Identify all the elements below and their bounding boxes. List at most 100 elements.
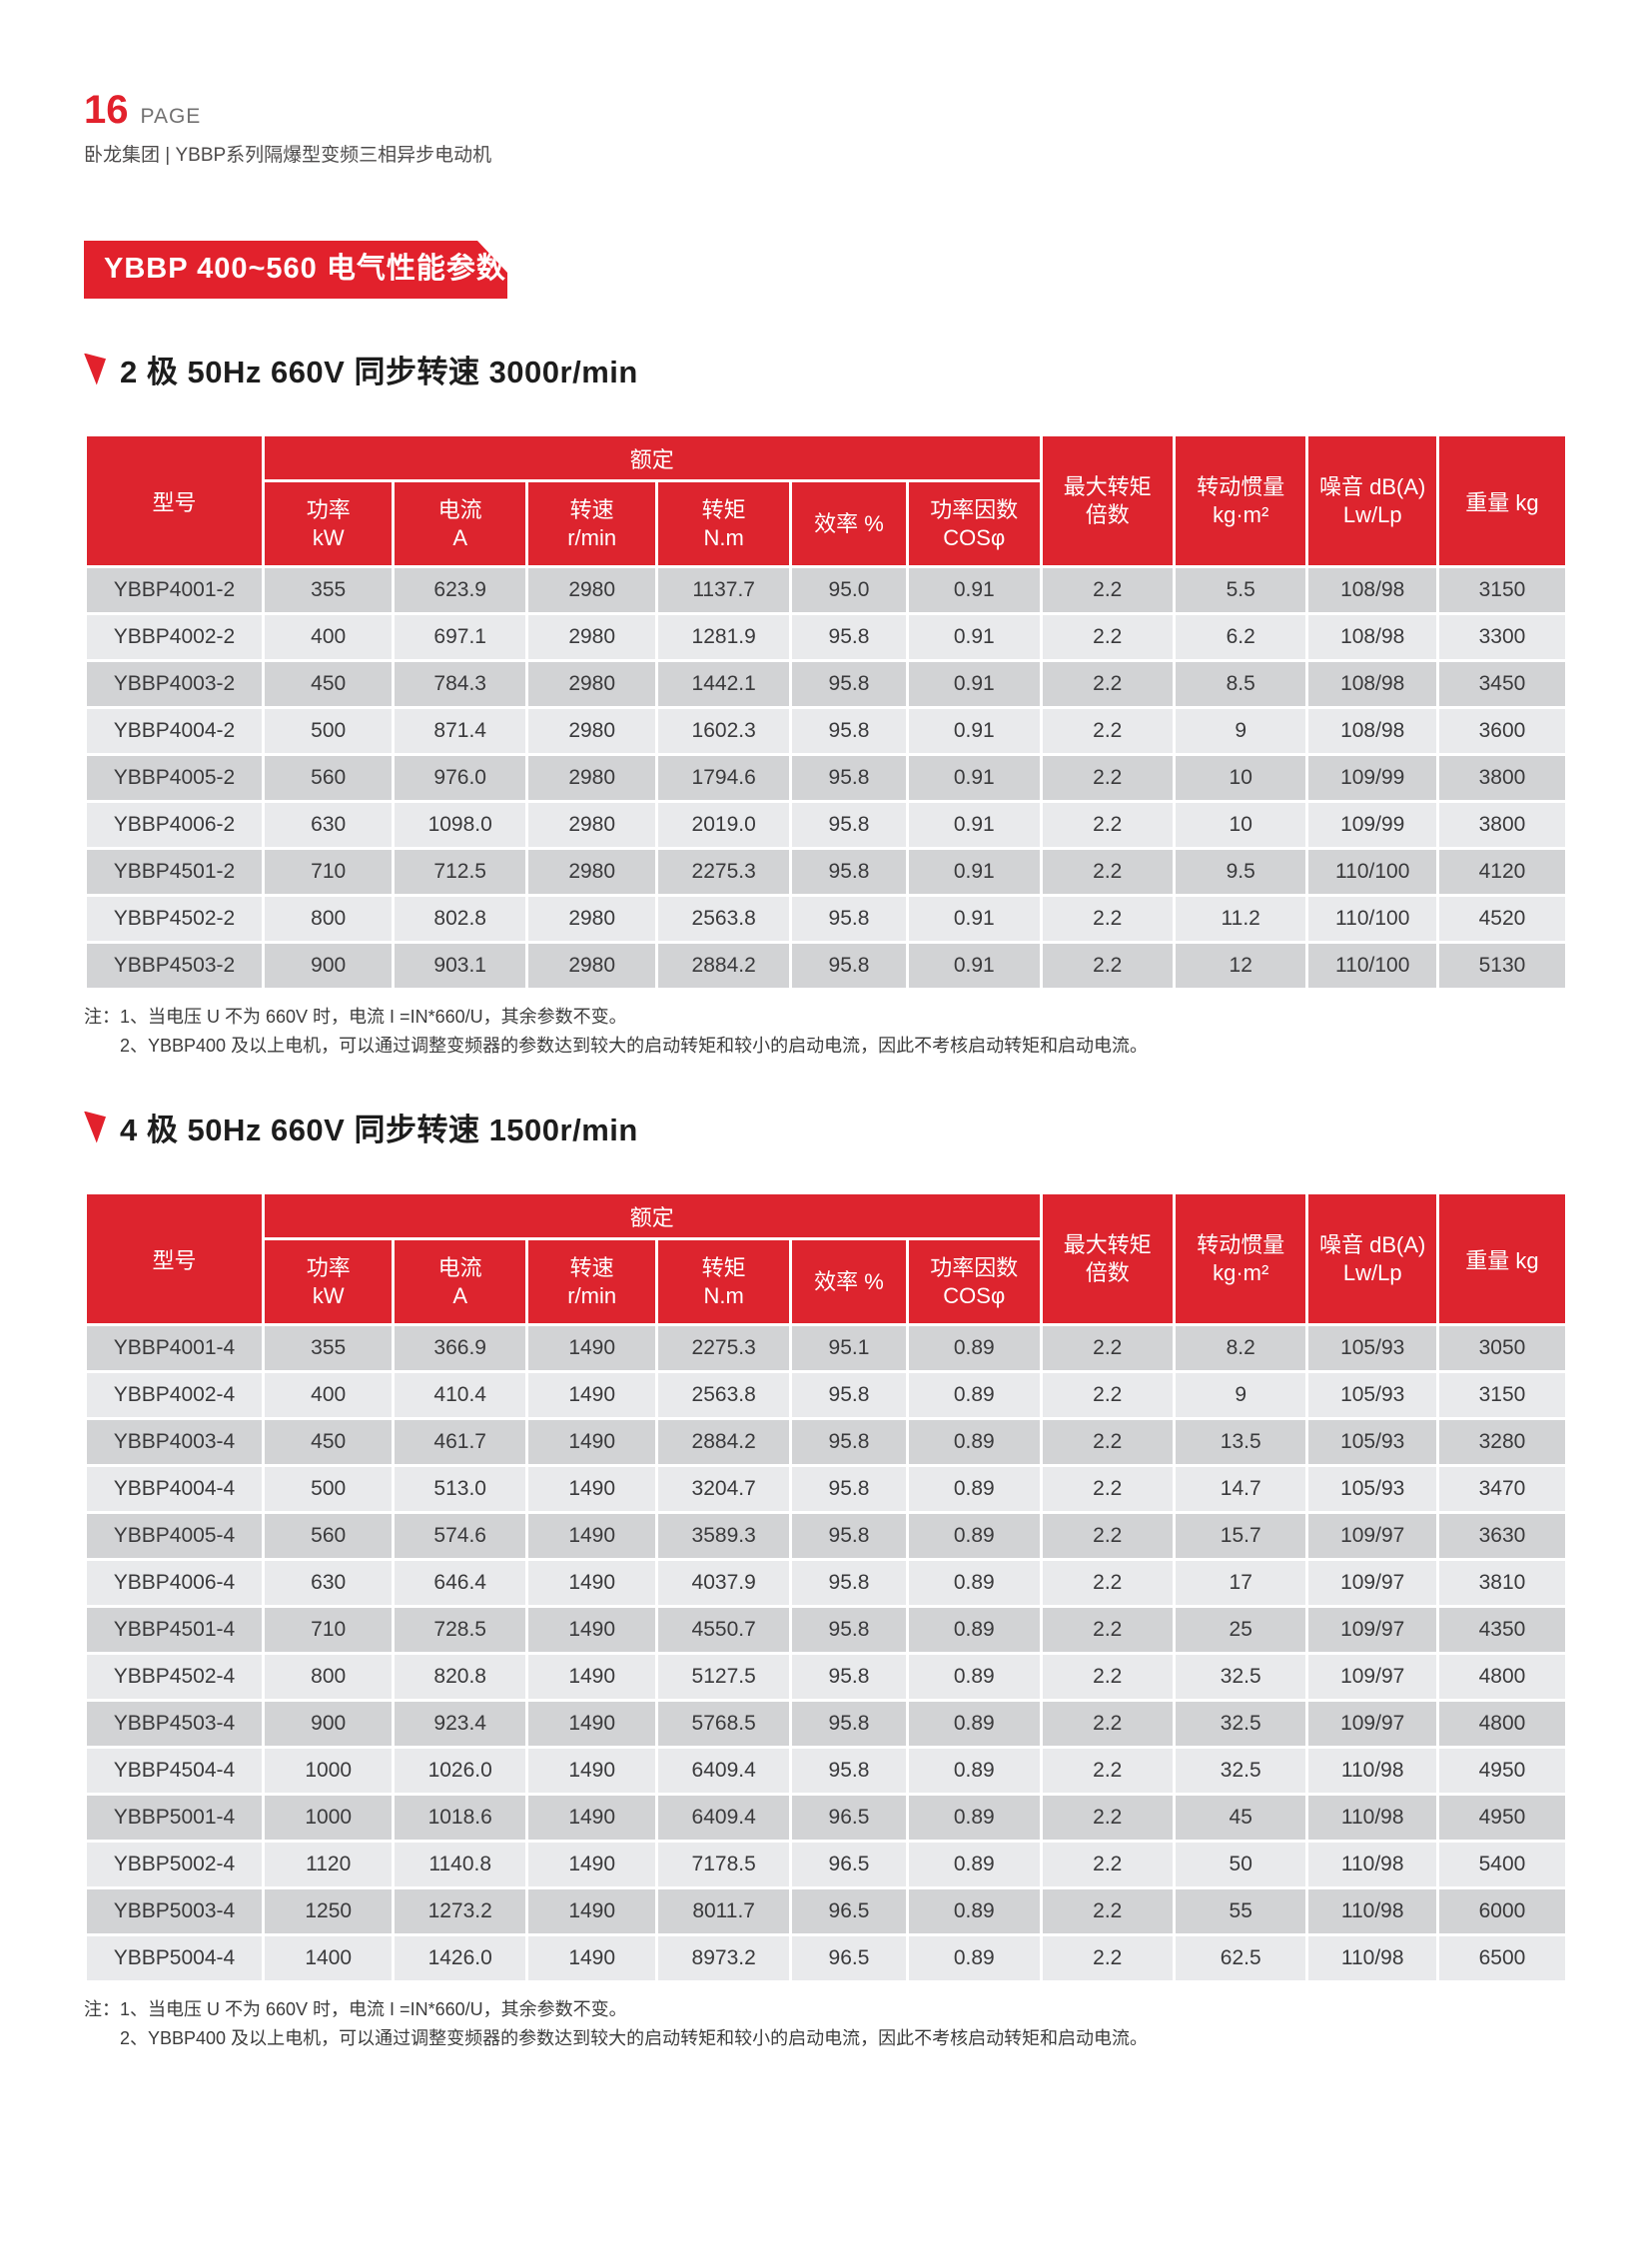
value-cell: 0.91	[906, 565, 1043, 615]
value-cell: 2980	[524, 706, 659, 756]
col-header-inertia: 转动惯量 kg·m²	[1172, 1191, 1309, 1326]
table-row: YBBP4501-2 710 712.5 2980 2275.3 95.8 0.91 2.2 9…	[84, 847, 1569, 897]
value-cell: 8.2	[1172, 1323, 1309, 1373]
value-cell: 2.2	[1039, 1652, 1176, 1702]
value-cell: 108/98	[1305, 706, 1439, 756]
value-cell: 0.89	[906, 1417, 1043, 1467]
value-cell: 0.89	[906, 1511, 1043, 1561]
value-cell: 4950	[1435, 1793, 1569, 1843]
value-cell: 25	[1172, 1605, 1309, 1655]
table-row: YBBP4002-2 400 697.1 2980 1281.9 95.8 0.91 2.2 6…	[84, 612, 1569, 662]
model-cell: YBBP4006-2	[84, 800, 265, 850]
value-cell: 513.0	[392, 1464, 528, 1514]
value-cell: 95.1	[788, 1323, 910, 1373]
value-cell: 4800	[1435, 1699, 1569, 1749]
table-row: YBBP4006-2 630 1098.0 2980 2019.0 95.8 0.91 2.2…	[84, 800, 1569, 850]
value-cell: 2980	[524, 753, 659, 803]
model-cell: YBBP4002-2	[84, 612, 265, 662]
value-cell: 110/100	[1305, 894, 1439, 944]
value-cell: 2.2	[1039, 894, 1176, 944]
col-header-noise: 噪音 dB(A) Lw/Lp	[1305, 433, 1439, 568]
value-cell: 2980	[524, 612, 659, 662]
table-row: YBBP4005-2 560 976.0 2980 1794.6 95.8 0.91 2.2 1…	[84, 753, 1569, 803]
value-cell: 95.8	[788, 1511, 910, 1561]
value-cell: 1490	[524, 1793, 659, 1843]
model-cell: YBBP4501-2	[84, 847, 265, 897]
value-cell: 11.2	[1172, 894, 1309, 944]
section-title: 4 极 50Hz 660V 同步转速 1500r/min	[120, 1113, 638, 1147]
value-cell: 871.4	[392, 706, 528, 756]
value-cell: 2.2	[1039, 1605, 1176, 1655]
table-row: YBBP4003-4 450 461.7 1490 2884.2 95.8 0.89 2.2 1…	[84, 1417, 1569, 1467]
value-cell: 2.2	[1039, 659, 1176, 709]
value-cell: 3589.3	[655, 1511, 792, 1561]
value-cell: 2.2	[1039, 612, 1176, 662]
value-cell: 0.91	[906, 941, 1043, 991]
value-cell: 2563.8	[655, 894, 792, 944]
table-row: YBBP4503-2 900 903.1 2980 2884.2 95.8 0.91 2.2 1…	[84, 941, 1569, 991]
value-cell: 2.2	[1039, 1370, 1176, 1420]
table-row: YBBP4001-4 355 366.9 1490 2275.3 95.1 0.89 2.2 8…	[84, 1323, 1569, 1373]
value-cell: 712.5	[392, 847, 528, 897]
value-cell: 3450	[1435, 659, 1569, 709]
value-cell: 2.2	[1039, 800, 1176, 850]
value-cell: 95.8	[788, 941, 910, 991]
model-cell: YBBP5004-4	[84, 1933, 265, 1983]
value-cell: 400	[261, 612, 396, 662]
table-row: YBBP4501-4 710 728.5 1490 4550.7 95.8 0.89 2.2 2…	[84, 1605, 1569, 1655]
value-cell: 4800	[1435, 1652, 1569, 1702]
value-cell: 2.2	[1039, 1558, 1176, 1608]
value-cell: 32.5	[1172, 1652, 1309, 1702]
value-cell: 96.5	[788, 1840, 910, 1889]
triangle-marker-icon	[84, 353, 106, 385]
col-header-rated-group: 额定	[261, 1191, 1043, 1240]
value-cell: 96.5	[788, 1886, 910, 1936]
value-cell: 17	[1172, 1558, 1309, 1608]
value-cell: 0.91	[906, 612, 1043, 662]
value-cell: 1602.3	[655, 706, 792, 756]
value-cell: 6500	[1435, 1933, 1569, 1983]
model-cell: YBBP5002-4	[84, 1840, 265, 1889]
value-cell: 3600	[1435, 706, 1569, 756]
triangle-marker-icon	[84, 1111, 106, 1143]
col-header-power-factor: 功率因数 COSφ	[906, 479, 1043, 568]
note-line: 1、当电压 U 不为 660V 时，电流 I =IN*660/U，其余参数不变。	[120, 1007, 627, 1027]
value-cell: 0.89	[906, 1323, 1043, 1373]
value-cell: 105/93	[1305, 1417, 1439, 1467]
value-cell: 1794.6	[655, 753, 792, 803]
value-cell: 110/98	[1305, 1746, 1439, 1796]
document-page: 16 PAGE 卧龙集团 | YBBP系列隔爆型变频三相异步电动机 YBBP 4…	[84, 90, 1569, 2048]
table-notes-2pole: 注： 1、当电压 U 不为 660V 时，电流 I =IN*660/U，其余参数…	[84, 1003, 1568, 1061]
table-row: YBBP4006-4 630 646.4 1490 4037.9 95.8 0.89 2.2 1…	[84, 1558, 1569, 1608]
value-cell: 2.2	[1039, 1699, 1176, 1749]
value-cell: 366.9	[392, 1323, 528, 1373]
value-cell: 110/98	[1305, 1793, 1439, 1843]
model-cell: YBBP4504-4	[84, 1746, 265, 1796]
value-cell: 0.89	[906, 1464, 1043, 1514]
value-cell: 9.5	[1172, 847, 1309, 897]
value-cell: 0.89	[906, 1699, 1043, 1749]
col-header-current: 电流 A	[392, 479, 528, 568]
col-header-efficiency: 效率 %	[788, 1237, 910, 1326]
value-cell: 95.8	[788, 1746, 910, 1796]
value-cell: 4120	[1435, 847, 1569, 897]
value-cell: 5127.5	[655, 1652, 792, 1702]
value-cell: 12	[1172, 941, 1309, 991]
value-cell: 400	[261, 1370, 396, 1420]
model-cell: YBBP4503-2	[84, 941, 265, 991]
value-cell: 9	[1172, 1370, 1309, 1420]
value-cell: 15.7	[1172, 1511, 1309, 1561]
value-cell: 2980	[524, 659, 659, 709]
value-cell: 1400	[261, 1933, 396, 1983]
value-cell: 2275.3	[655, 1323, 792, 1373]
value-cell: 105/93	[1305, 1464, 1439, 1514]
value-cell: 0.91	[906, 753, 1043, 803]
value-cell: 1120	[261, 1840, 396, 1889]
value-cell: 1000	[261, 1793, 396, 1843]
value-cell: 0.91	[906, 894, 1043, 944]
note-line: 1、当电压 U 不为 660V 时，电流 I =IN*660/U，其余参数不变。	[120, 1999, 627, 2019]
value-cell: 95.8	[788, 800, 910, 850]
col-header-power: 功率 kW	[261, 1237, 396, 1326]
model-cell: YBBP5001-4	[84, 1793, 265, 1843]
value-cell: 0.89	[906, 1793, 1043, 1843]
